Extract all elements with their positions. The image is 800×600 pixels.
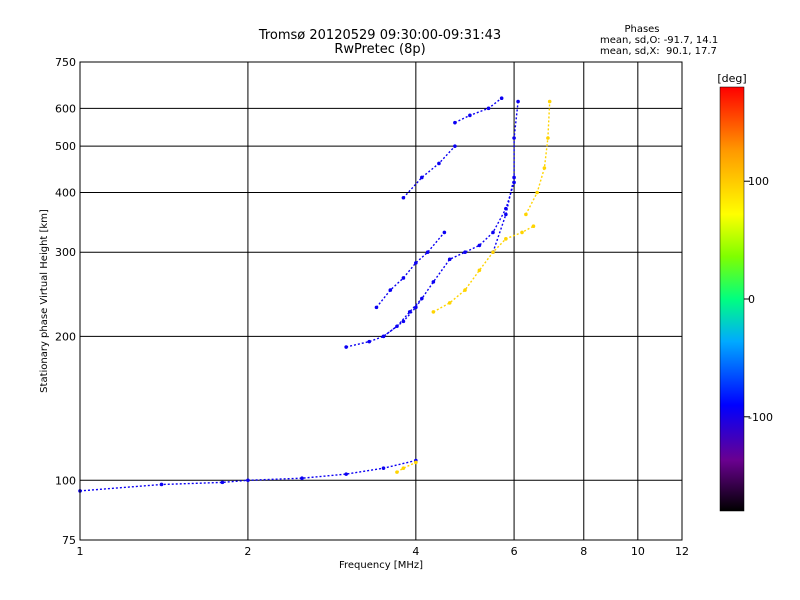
trace-point-O-mode xyxy=(425,250,430,255)
trace-point-O-mode xyxy=(516,99,520,104)
trace-point-X-mode xyxy=(463,288,467,292)
trace-point-X-mode xyxy=(546,136,550,140)
trace-point-O-mode xyxy=(344,472,348,476)
trace-point-X-mode xyxy=(395,470,399,474)
trace-O-mode xyxy=(346,298,423,348)
y-tick-label: 750 xyxy=(55,56,76,69)
trace-point-O-mode xyxy=(344,345,348,349)
x-tick-label: 1 xyxy=(77,545,84,558)
trace-O-mode xyxy=(454,97,503,124)
y-axis-ticks: 75 100 200 300 400 500 600 750 xyxy=(55,56,76,547)
trace-point-X-mode xyxy=(414,460,418,465)
trace-point-O-mode xyxy=(388,288,393,292)
colorbar-tick-label: 0 xyxy=(748,293,755,306)
grid-lines xyxy=(80,62,682,540)
y-tick-label: 500 xyxy=(55,140,76,153)
trace-point-O-mode xyxy=(381,334,386,339)
trace-point-O-mode xyxy=(499,96,504,100)
phase-stats-heading: Phases xyxy=(624,24,659,35)
phase-stats-x: mean, sd,X: 90.1, 17.7 xyxy=(600,46,717,57)
trace-point-X-mode xyxy=(535,190,539,195)
chart-subtitle: RwPretec (8p) xyxy=(334,42,425,57)
y-tick-label: 100 xyxy=(55,474,76,487)
trace-point-O-mode xyxy=(442,230,447,235)
trace-point-O-mode xyxy=(468,113,472,118)
trace-point-O-mode xyxy=(414,261,418,265)
plot-frame xyxy=(79,61,683,541)
trace-point-O-mode xyxy=(437,161,441,166)
trace-point-X-mode xyxy=(447,301,452,305)
x-tick-label: 6 xyxy=(511,545,518,558)
trace-point-O-mode xyxy=(453,120,457,125)
x-axis-ticks: 1 2 4 6 8 10 12 xyxy=(77,545,690,558)
trace-point-O-mode xyxy=(420,175,424,180)
trace-point-O-mode xyxy=(381,466,386,470)
trace-X-mode xyxy=(396,461,417,473)
trace-point-X-mode xyxy=(547,99,552,104)
phase-stats-o: mean, sd,O: -91.7, 14.1 xyxy=(600,35,718,46)
colorbar xyxy=(719,86,745,512)
data-points xyxy=(78,96,552,493)
trace-point-O-mode xyxy=(246,478,250,483)
x-axis-label: Frequency [MHz] xyxy=(339,560,423,571)
trace-point-O-mode xyxy=(512,175,516,180)
trace-point-O-mode xyxy=(463,250,467,255)
trace-point-X-mode xyxy=(520,230,524,235)
y-tick-label: 300 xyxy=(55,246,76,259)
y-axis-label: Stationary phase Virtual Height [km] xyxy=(39,209,50,393)
trace-point-O-mode xyxy=(374,305,379,310)
trace-point-O-mode xyxy=(447,257,452,262)
trace-point-O-mode xyxy=(477,243,482,248)
y-tick-label: 600 xyxy=(55,102,76,115)
trace-point-X-mode xyxy=(431,310,436,314)
colorbar-ticks: 100 0 -100 xyxy=(744,175,773,424)
x-tick-label: 8 xyxy=(580,545,587,558)
trace-point-X-mode xyxy=(524,212,528,217)
trace-point-O-mode xyxy=(401,276,406,280)
trace-point-O-mode xyxy=(220,480,225,485)
trace-point-O-mode xyxy=(159,482,164,487)
trace-point-O-mode xyxy=(486,106,491,111)
trace-point-O-mode xyxy=(300,476,304,481)
trace-point-O-mode xyxy=(453,144,457,148)
trace-point-O-mode xyxy=(491,230,495,235)
chart-title: Tromsø 20120529 09:30:00-09:31:43 xyxy=(258,28,501,43)
trace-point-O-mode xyxy=(401,319,406,324)
trace-point-X-mode xyxy=(504,237,508,241)
trace-point-O-mode xyxy=(401,195,406,200)
trace-X-mode xyxy=(525,101,551,215)
trace-point-O-mode xyxy=(431,280,436,284)
x-tick-label: 12 xyxy=(675,545,689,558)
trace-point-X-mode xyxy=(531,224,536,229)
x-tick-label: 2 xyxy=(244,545,251,558)
trace-O-mode xyxy=(402,145,456,199)
trace-point-O-mode xyxy=(414,305,418,310)
trace-X-mode xyxy=(433,225,534,313)
colorbar-label: [deg] xyxy=(717,72,746,85)
trace-point-O-mode xyxy=(512,136,516,140)
trace-point-X-mode xyxy=(542,166,547,170)
trace-point-X-mode xyxy=(477,268,482,273)
trace-point-O-mode xyxy=(504,212,508,217)
x-tick-label: 10 xyxy=(631,545,645,558)
y-tick-label: 200 xyxy=(55,330,76,343)
trace-point-O-mode xyxy=(367,339,372,344)
trace-O-mode xyxy=(375,231,445,308)
trace-point-X-mode xyxy=(491,250,495,255)
colorbar-tick-label: -100 xyxy=(748,411,773,424)
y-tick-label: 75 xyxy=(62,534,76,547)
trace-point-X-mode xyxy=(401,466,406,470)
x-tick-label: 4 xyxy=(412,545,419,558)
colorbar-tick-label: 100 xyxy=(748,175,769,188)
y-tick-label: 400 xyxy=(55,186,76,199)
